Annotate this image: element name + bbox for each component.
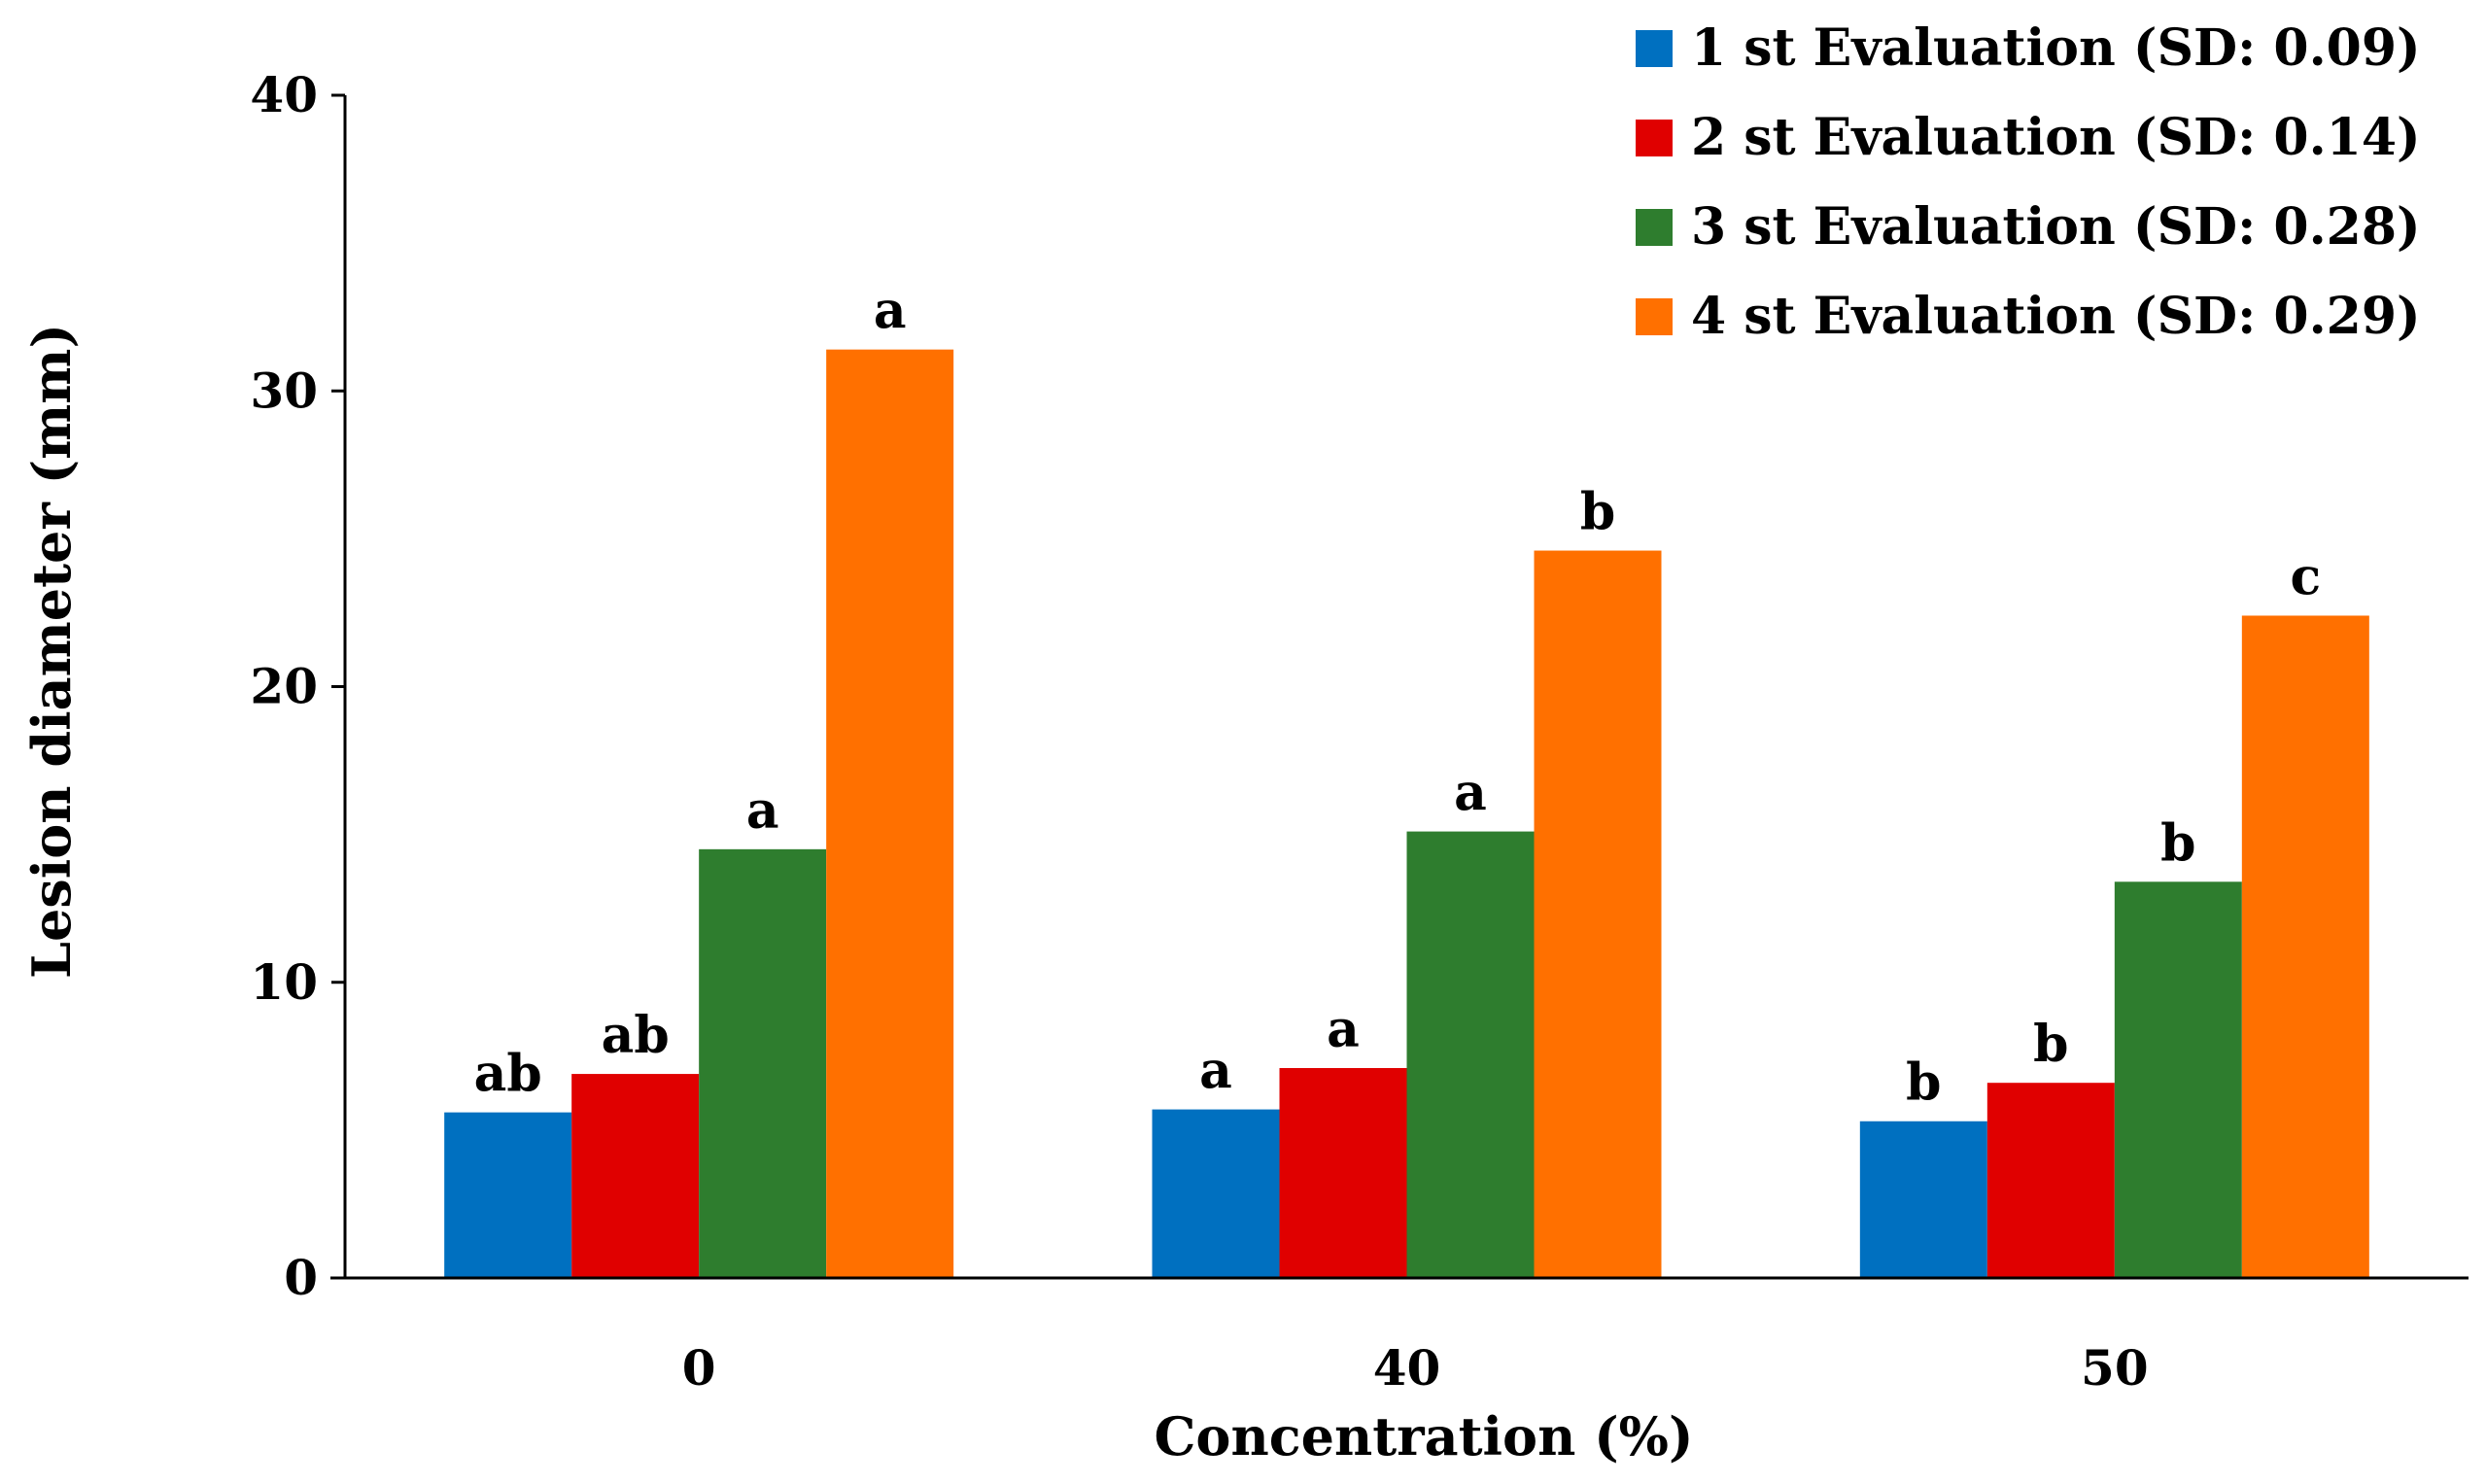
- legend-label-4: 4 st Evaluation (SD: 0.29): [1691, 287, 2421, 346]
- x-tick-label: 40: [1373, 1339, 1441, 1397]
- x-tick-label: 50: [2081, 1339, 2149, 1397]
- significance-label: ab: [602, 1006, 670, 1065]
- significance-label: a: [746, 781, 779, 841]
- significance-label: a: [1327, 1000, 1360, 1059]
- y-axis-title: Lesion diameter (mm): [20, 324, 83, 979]
- x-axis-title: Concentration (%): [1154, 1405, 1693, 1467]
- bar-2-cat-40: [1279, 1067, 1407, 1278]
- y-tick-label: 40: [250, 66, 318, 123]
- y-tick-label: 0: [284, 1249, 318, 1306]
- significance-label: b: [1906, 1053, 1941, 1113]
- y-tick-label: 10: [250, 953, 318, 1011]
- bar-4-cat-0: [826, 349, 954, 1278]
- significance-label: a: [1454, 764, 1487, 823]
- significance-label: b: [2033, 1015, 2068, 1074]
- legend-label-2: 2 st Evaluation (SD: 0.14): [1691, 108, 2421, 167]
- significance-label: ab: [474, 1045, 542, 1104]
- legend-swatch-2: [1636, 120, 1673, 156]
- x-axis-ticks: 0 40 50: [682, 1339, 2149, 1397]
- bar-3-cat-0: [699, 848, 827, 1278]
- bar-1-cat-0: [444, 1112, 572, 1278]
- significance-label: c: [2290, 547, 2321, 606]
- legend-label-1: 1 st Evaluation (SD: 0.09): [1691, 18, 2421, 78]
- significance-label: b: [1580, 483, 1615, 542]
- legend-label-3: 3 st Evaluation (SD: 0.28): [1691, 197, 2421, 257]
- bar-2-cat-50: [1986, 1083, 2115, 1278]
- legend-swatch-1: [1636, 30, 1673, 67]
- significance-label: b: [2160, 813, 2195, 873]
- bar-3-cat-40: [1406, 831, 1535, 1278]
- bar-3-cat-50: [2114, 881, 2242, 1278]
- y-tick-label: 20: [250, 658, 318, 715]
- legend: 1 st Evaluation (SD: 0.09) 2 st Evaluatio…: [1636, 18, 2421, 346]
- significance-label: a: [1199, 1042, 1232, 1101]
- bar-4-cat-50: [2241, 615, 2369, 1278]
- bar-1-cat-50: [1859, 1121, 1987, 1278]
- y-tick-label: 30: [250, 362, 318, 419]
- significance-label: a: [874, 282, 907, 341]
- bar-2-cat-0: [571, 1074, 700, 1278]
- bars-group: [444, 349, 2369, 1278]
- x-tick-label: 0: [682, 1339, 716, 1397]
- y-axis-ticks: 0 10 20 30 40: [250, 66, 345, 1306]
- legend-swatch-3: [1636, 209, 1673, 246]
- bar-1-cat-40: [1152, 1109, 1280, 1278]
- bar-4-cat-40: [1534, 550, 1662, 1278]
- legend-swatch-4: [1636, 298, 1673, 335]
